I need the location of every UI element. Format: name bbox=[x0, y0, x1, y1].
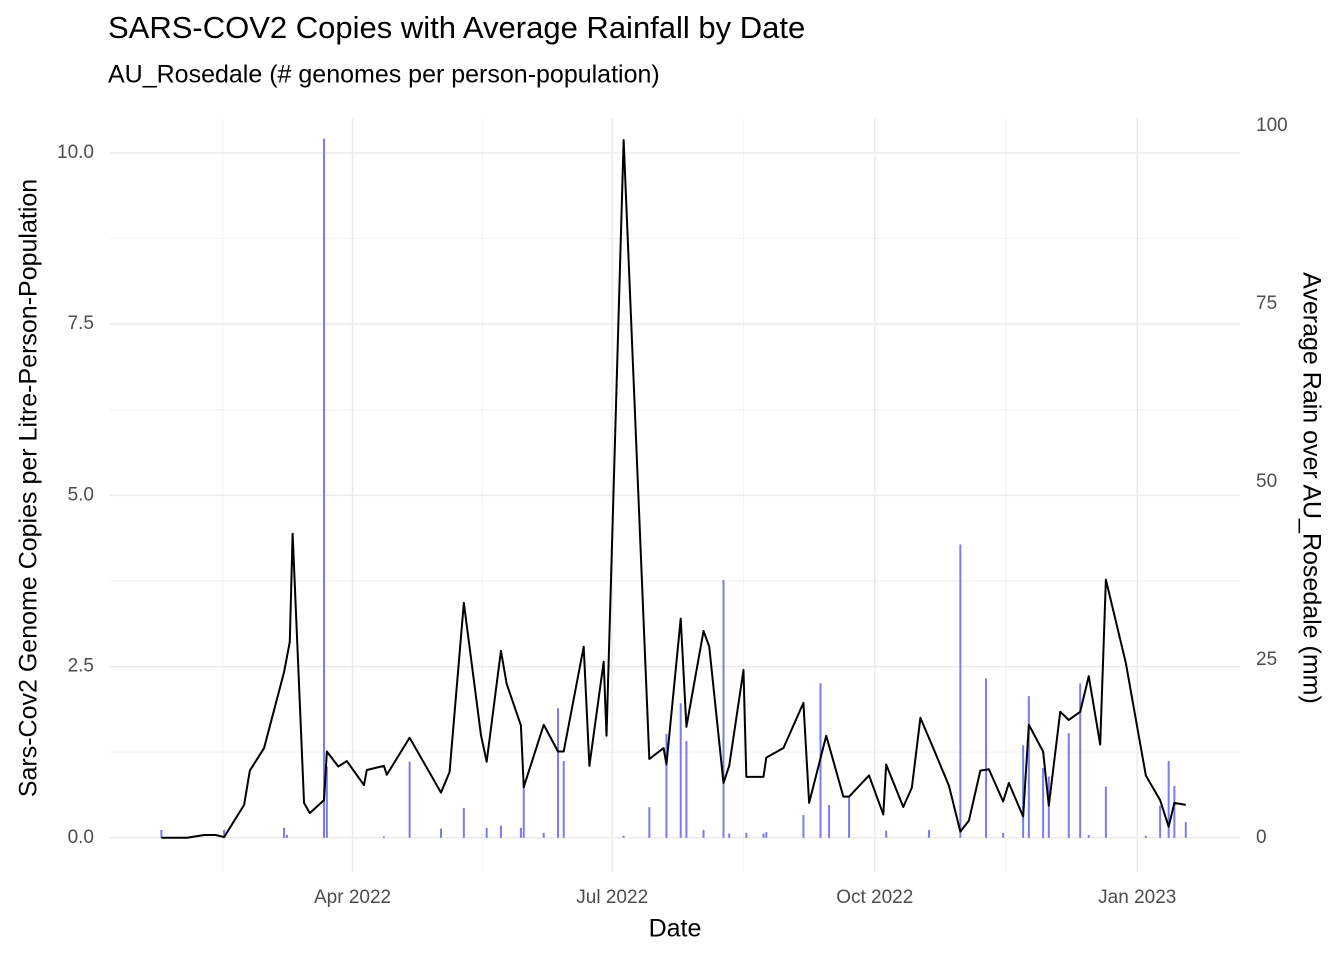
rain-bar bbox=[1047, 776, 1050, 838]
rain-bar bbox=[522, 785, 525, 838]
rain-bar bbox=[765, 832, 768, 838]
rain-bar bbox=[1104, 786, 1107, 838]
y-tick-label: 5.0 bbox=[68, 484, 94, 505]
rain-bar bbox=[283, 827, 286, 838]
rain-bar bbox=[1159, 805, 1162, 838]
rain-bar bbox=[1042, 768, 1045, 838]
rain-bar bbox=[408, 761, 411, 838]
rain-bar bbox=[223, 829, 226, 838]
rain-bar bbox=[557, 708, 560, 838]
rain-bar bbox=[762, 833, 765, 838]
rain-bar bbox=[1002, 832, 1005, 838]
rain-bar bbox=[285, 834, 288, 838]
rain-bar bbox=[828, 805, 831, 838]
x-tick-label: Jan 2023 bbox=[1098, 887, 1176, 908]
rain-bar bbox=[1167, 760, 1170, 838]
rain-bar bbox=[542, 832, 545, 838]
rain-bar bbox=[1087, 834, 1090, 838]
rain-bar bbox=[1173, 785, 1176, 838]
y2-tick-label: 0 bbox=[1256, 827, 1267, 848]
rain-bar bbox=[622, 835, 625, 838]
rain-bar bbox=[440, 828, 443, 838]
rain-bar bbox=[1184, 822, 1187, 838]
rain-bar bbox=[722, 580, 725, 838]
y2-tick-label: 50 bbox=[1256, 471, 1277, 492]
x-axis-title: Date bbox=[649, 915, 702, 943]
y-tick-label: 2.5 bbox=[68, 656, 94, 677]
y-tick-label: 0.0 bbox=[68, 827, 94, 848]
rain-bar bbox=[648, 807, 651, 838]
y2-tick-label: 75 bbox=[1256, 293, 1277, 314]
rain-bar bbox=[1022, 745, 1025, 838]
rain-bar bbox=[728, 833, 731, 838]
rain-bar bbox=[499, 825, 502, 838]
rain-bar bbox=[959, 544, 962, 838]
rain-bar bbox=[927, 829, 930, 838]
rain-bar bbox=[462, 807, 465, 838]
copies-line bbox=[161, 138, 1186, 839]
rain-bar bbox=[382, 836, 385, 838]
rain-bar bbox=[848, 795, 851, 838]
y2-tick-label: 25 bbox=[1256, 649, 1277, 670]
rain-bar bbox=[325, 766, 328, 838]
rain-bar bbox=[485, 827, 488, 838]
x-tick-label: Oct 2022 bbox=[836, 887, 913, 908]
rain-bar bbox=[985, 678, 988, 838]
chart-title: SARS-COV2 Copies with Average Rainfall b… bbox=[108, 10, 805, 45]
x-tick-label: Jul 2022 bbox=[576, 887, 648, 908]
y-axis-title: Sars-Cov2 Genome Copies per Litre-Person… bbox=[15, 179, 43, 797]
rain-bar bbox=[160, 829, 163, 838]
x-tick-label: Apr 2022 bbox=[314, 887, 391, 908]
rain-bar bbox=[1027, 696, 1030, 838]
y-tick-label: 10.0 bbox=[57, 142, 94, 163]
y-tick-label: 7.5 bbox=[68, 313, 94, 334]
rain-bar bbox=[562, 760, 565, 838]
rain-bar bbox=[323, 138, 326, 838]
rain-bar bbox=[885, 830, 888, 838]
rain-bar bbox=[1079, 683, 1082, 838]
rain-bar bbox=[679, 703, 682, 838]
rain-bar bbox=[702, 829, 705, 838]
y2-axis-title: Average Rain over AU_Rosedale (mm) bbox=[1297, 272, 1325, 704]
rain-bar bbox=[685, 741, 688, 838]
rain-bar bbox=[802, 815, 805, 838]
rain-bar bbox=[745, 832, 748, 838]
rain-bar bbox=[1144, 835, 1147, 838]
rain-bar bbox=[519, 827, 522, 838]
y2-tick-label: 100 bbox=[1256, 115, 1288, 136]
rain-bar bbox=[665, 733, 668, 838]
rain-bar bbox=[1067, 733, 1070, 838]
chart-subtitle: AU_Rosedale (# genomes per person-popula… bbox=[108, 61, 660, 89]
